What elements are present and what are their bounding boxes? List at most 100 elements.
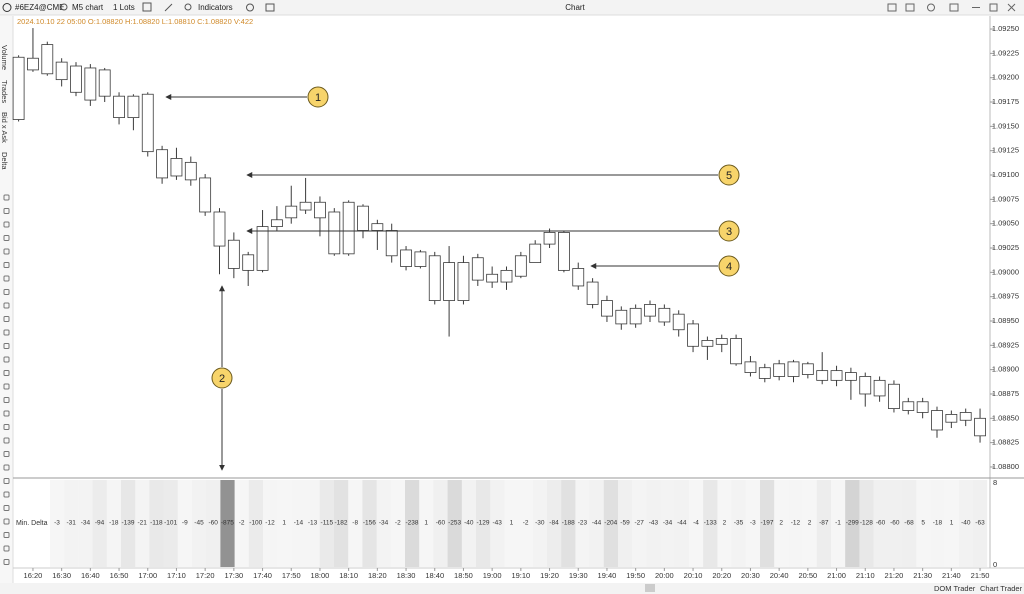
delta-value: -12 [791,520,801,527]
delta-cell [973,480,988,567]
y-tick-label: 1.09050 [992,219,1019,228]
tool-icon[interactable] [3,545,10,552]
tool-icon[interactable] [3,370,10,376]
layout-icon[interactable] [265,3,275,12]
indicators-button[interactable]: Indicators [198,3,233,12]
tool-icon[interactable] [3,397,10,403]
delta-value: -21 [137,520,147,527]
app-icon[interactable] [2,3,12,12]
delta-value: -31 [66,520,76,527]
delta-cell [419,480,434,567]
window-controls[interactable] [887,3,1016,12]
tool-icon[interactable] [3,383,10,390]
tool-icon[interactable] [3,532,10,538]
tool-icon[interactable] [3,356,10,363]
candle-body [816,370,829,381]
delta-value: -43 [492,520,502,527]
y-tick-label: 1.09225 [992,48,1019,57]
tool-icon[interactable] [3,248,10,255]
x-tick-label: 17:30 [224,571,243,580]
tool-icon[interactable] [3,464,10,471]
delta-value: -43 [649,520,659,527]
sidebar-tab[interactable]: Volume [0,45,9,70]
sidebar-tab[interactable]: Bid x Ask [0,112,9,143]
drawing-tools[interactable] [3,194,10,565]
tool-icon[interactable] [3,316,10,322]
candle-body [414,251,427,267]
delta-value: 1 [950,520,954,527]
tool-icon[interactable] [3,194,10,201]
tool-icon[interactable] [3,424,10,430]
tool-icon[interactable] [3,559,10,565]
candle-body [98,69,111,97]
sidebar-tab[interactable]: Trades [0,80,9,103]
delta-cell [575,480,590,567]
tool-icon[interactable] [3,518,10,525]
x-tick-label: 19:40 [598,571,617,580]
delta-axis-label: 0 [993,560,997,569]
tool-icon[interactable] [3,343,10,349]
x-tick-label: 17:50 [282,571,301,580]
delta-value: 1 [282,520,286,527]
callout-label: 3 [726,226,732,238]
delta-value: -68 [904,520,914,527]
y-tick-label: 1.09175 [992,97,1019,106]
delta-cell [348,480,363,567]
chart-trader-tab[interactable]: Chart Trader [980,584,1023,593]
candle-body [888,383,900,409]
tool-icon[interactable] [3,478,10,484]
settings-icon[interactable] [246,3,254,12]
tool-icon[interactable] [3,262,10,268]
draw-icon[interactable] [164,3,173,12]
symbol[interactable]: #6EZ4@CME [15,3,64,12]
tool-icon[interactable] [3,437,10,444]
tool-icon[interactable] [3,451,10,457]
delta-value: -34 [81,520,91,527]
tool-icon[interactable] [3,275,10,282]
delta-cell [674,480,689,567]
delta-cell [859,480,874,567]
sidebar-tab[interactable]: Delta [0,152,9,170]
scrollbar[interactable] [645,584,655,592]
delta-value: -238 [405,520,418,527]
tool-icon[interactable] [3,235,10,241]
candle-body [529,243,542,263]
tool-icon[interactable] [3,289,10,295]
delta-cell [220,480,235,567]
tool-icon[interactable] [3,491,10,498]
delta-value: 1 [424,520,428,527]
candle-body [916,401,929,413]
lots[interactable]: 1 Lots [113,3,135,12]
x-tick-label: 20:20 [712,571,731,580]
search-icon[interactable] [60,3,68,11]
candle-body [845,372,857,381]
delta-cell [263,480,278,567]
timeframe[interactable]: M5 chart [72,3,104,12]
delta-value: -45 [194,520,204,527]
delta-value: 2 [808,520,812,527]
y-tick-label: 1.08925 [992,340,1019,349]
delta-cell [92,480,107,567]
delta-cell [319,480,334,567]
tool-icon[interactable] [3,329,10,336]
delta-value: -44 [677,520,687,527]
x-tick-label: 20:10 [684,571,703,580]
tool-icon[interactable] [3,505,10,511]
delta-value: -94 [95,520,105,527]
delta-value: -188 [562,520,575,527]
tool-icon[interactable] [3,302,10,309]
delta-value: -101 [164,520,177,527]
delta-cell [177,480,192,567]
tool-icon[interactable] [3,410,10,417]
dom-trader-tab[interactable]: DOM Trader [934,584,976,593]
tool-icon[interactable] [3,208,10,214]
zoom-icon[interactable] [184,3,192,11]
delta-value: -23 [578,520,588,527]
x-tick-label: 21:10 [856,571,875,580]
template-icon[interactable] [142,2,152,12]
delta-cell [902,480,917,567]
y-tick-label: 1.08800 [992,462,1019,471]
candle-body [156,149,169,179]
tool-icon[interactable] [3,221,10,228]
delta-cell [660,480,675,567]
